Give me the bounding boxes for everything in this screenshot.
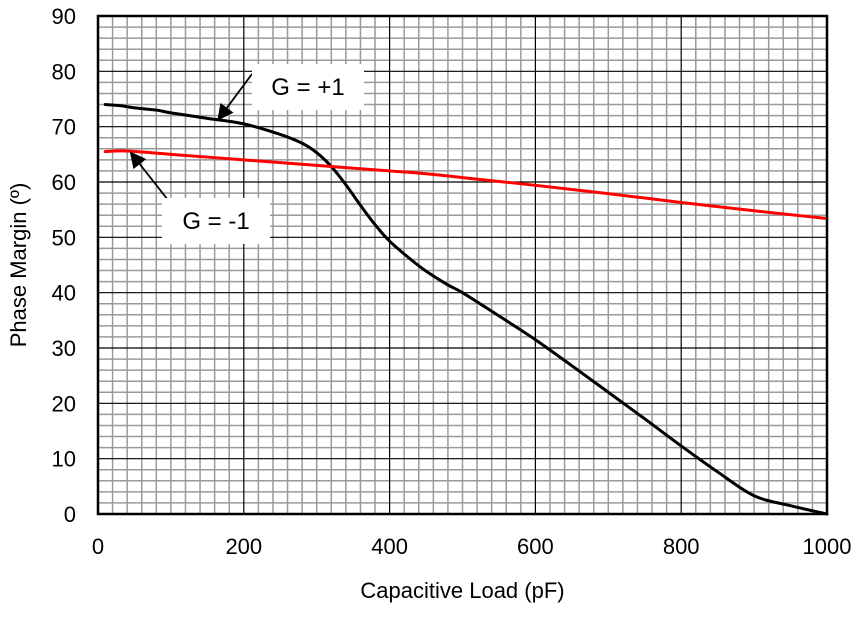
plot-frame [96, 14, 829, 516]
y-tick-label: 80 [52, 59, 76, 84]
y-tick-label: 40 [52, 281, 76, 306]
x-tick-label: 600 [517, 534, 554, 559]
y-tick-label: 30 [52, 336, 76, 361]
x-tick-label: 1000 [803, 534, 852, 559]
minor-grid [98, 16, 827, 514]
y-tick-label: 70 [52, 115, 76, 140]
y-tick-label: 0 [64, 502, 76, 527]
annotations: G = +1 G = -1 [129, 64, 364, 244]
annotation-arrow [129, 151, 169, 201]
annotation-label: G = +1 [271, 74, 344, 101]
annotation-label: G = -1 [182, 208, 249, 235]
y-tick-label: 60 [52, 170, 76, 195]
annotation-box [252, 64, 364, 110]
x-axis-label: Capacitive Load (pF) [360, 578, 564, 603]
y-tick-label: 20 [52, 391, 76, 416]
series-line-g-1 [103, 103, 829, 516]
series-layer [103, 103, 829, 516]
series-line-g-1 [103, 149, 829, 221]
x-tick-label: 400 [371, 534, 408, 559]
y-axis-label: Phase Margin (º) [6, 183, 31, 348]
x-tick-labels: 0 200 400 600 800 1000 [92, 534, 852, 559]
y-tick-label: 50 [52, 225, 76, 250]
y-tick-label: 90 [52, 4, 76, 29]
y-tick-label: 10 [52, 447, 76, 472]
y-tick-labels: 0 10 20 30 40 50 60 70 80 90 [52, 4, 76, 527]
x-tick-label: 0 [92, 534, 104, 559]
annotation-box [162, 198, 270, 244]
x-tick-label: 800 [663, 534, 700, 559]
x-tick-label: 200 [225, 534, 262, 559]
annotation-arrow [217, 73, 253, 121]
